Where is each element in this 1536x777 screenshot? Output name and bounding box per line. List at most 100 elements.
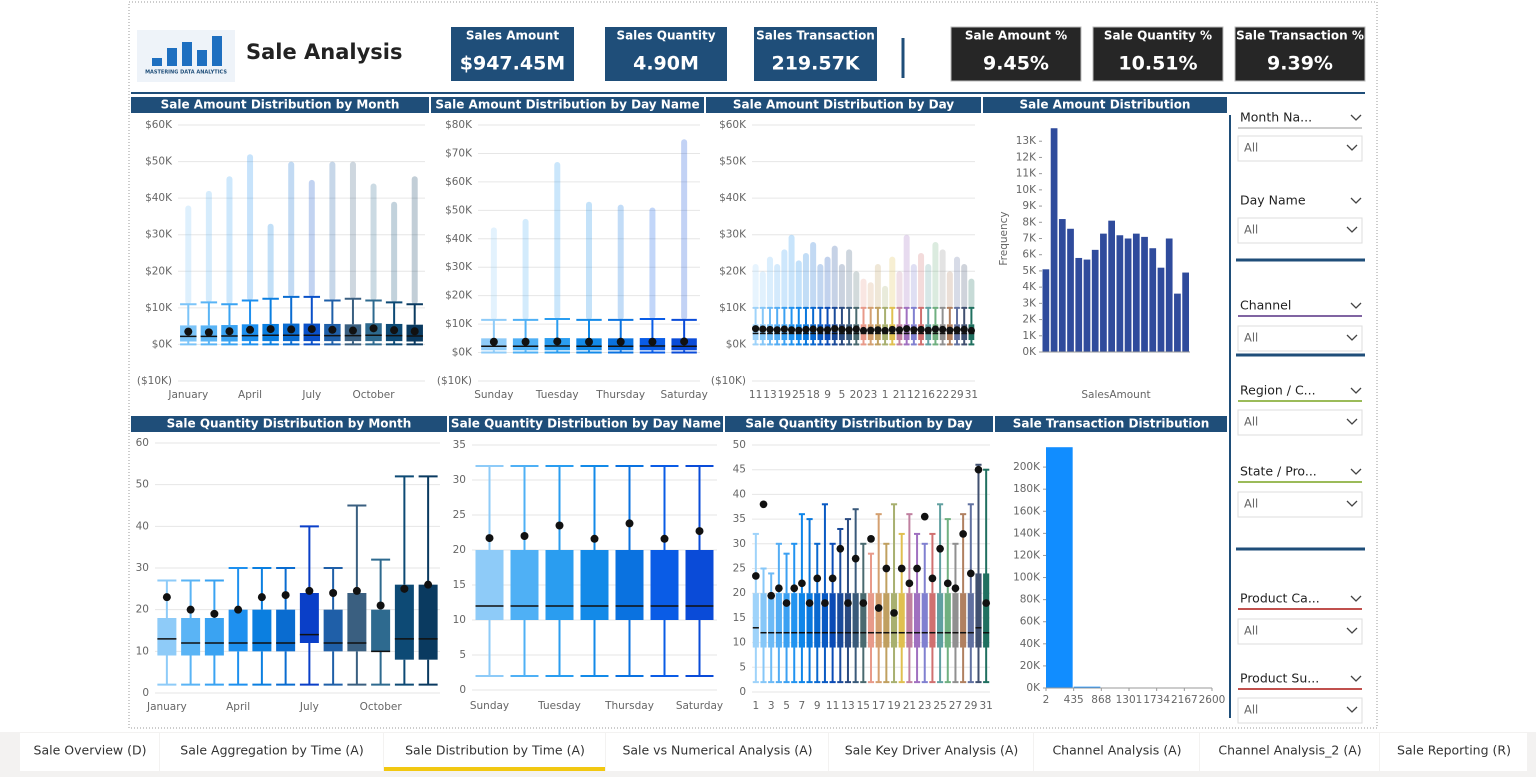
tab-label: Sale Overview (D) <box>34 743 147 758</box>
box <box>181 618 201 656</box>
mean <box>920 512 929 521</box>
y-axis-label: Frequency <box>998 211 1010 265</box>
report-title: Sale Analysis <box>246 40 403 64</box>
x-tick-label: July <box>299 701 319 713</box>
outliers <box>617 204 624 320</box>
mean <box>953 326 961 334</box>
y-tick-label: 30 <box>733 538 746 550</box>
mean <box>924 326 932 334</box>
y-tick-label: 50 <box>136 479 149 491</box>
outliers <box>681 139 688 320</box>
mean <box>759 325 767 333</box>
tab[interactable] <box>384 733 605 771</box>
outliers <box>288 161 295 297</box>
slicer-value: All <box>1244 331 1258 345</box>
slicer-dropdown[interactable] <box>1237 491 1363 518</box>
outliers <box>817 263 824 308</box>
tab[interactable] <box>1200 733 1379 771</box>
box <box>798 593 805 648</box>
y-tick-label: $50K <box>145 156 173 168</box>
y-tick-label: 35 <box>733 513 746 525</box>
y-tick-label: $30K <box>145 229 173 241</box>
box <box>768 593 775 648</box>
mean <box>210 609 219 618</box>
mean <box>376 601 385 610</box>
x-tick-label: 2167 <box>1171 694 1198 706</box>
box <box>615 550 644 620</box>
tab[interactable] <box>20 733 159 771</box>
tab[interactable] <box>1034 733 1199 771</box>
y-tick-label: ($10K) <box>437 375 472 387</box>
mean <box>928 574 937 583</box>
mean <box>838 325 846 334</box>
slicer-value: All <box>1244 624 1258 638</box>
y-tick-label: $20K <box>145 265 173 277</box>
tab[interactable] <box>1380 733 1527 771</box>
tab[interactable] <box>829 733 1033 771</box>
slicer-chevron <box>1350 302 1362 309</box>
mean <box>895 326 904 334</box>
y-tick-label: $10K <box>719 302 747 314</box>
mean <box>489 337 498 346</box>
slicer-dropdown[interactable] <box>1237 217 1363 244</box>
mean <box>897 564 906 573</box>
y-tick-label: 10K <box>1016 184 1037 196</box>
slicer-dropdown[interactable] <box>1237 135 1363 162</box>
outliers <box>853 271 860 308</box>
box <box>913 593 921 648</box>
y-tick-label: 5K <box>1022 265 1037 277</box>
outliers <box>867 282 874 308</box>
chart-title-bar <box>131 416 447 432</box>
x-tick-label: 11 <box>826 700 839 712</box>
bar <box>1100 233 1107 352</box>
mean <box>831 325 839 333</box>
report-frame <box>128 1 1378 729</box>
slicer-dropdown[interactable] <box>1237 325 1363 352</box>
y-tick-label: 5 <box>739 661 746 673</box>
bar <box>1083 259 1091 352</box>
y-tick-label: 40 <box>733 488 746 500</box>
box <box>806 593 813 648</box>
slicer-chevron <box>1350 675 1362 682</box>
x-tick-label: April <box>238 389 262 401</box>
y-tick-label: 0 <box>459 684 466 696</box>
x-tick-label: July <box>301 389 321 401</box>
x-tick-label: 19 <box>778 389 791 401</box>
tab[interactable] <box>606 733 828 771</box>
slicer-title: Month Na... <box>1240 110 1312 125</box>
outliers <box>267 223 274 299</box>
dropdown-chevron <box>1346 226 1358 233</box>
x-axis-label: SalesAmount <box>1081 389 1150 401</box>
mean <box>805 599 814 607</box>
x-tick-label: 12 <box>907 389 920 401</box>
box <box>347 593 367 652</box>
mean <box>184 327 193 336</box>
tab[interactable] <box>160 733 383 771</box>
outliers <box>910 263 917 308</box>
y-tick-label: 160K <box>1013 505 1041 517</box>
box <box>844 593 852 648</box>
x-tick-label: 1 <box>752 700 759 712</box>
tab-label: Channel Analysis_2 (A) <box>1218 743 1361 758</box>
bar <box>1165 238 1173 352</box>
bar <box>1141 236 1148 352</box>
mean <box>859 599 868 607</box>
y-tick-label: 40K <box>1020 638 1041 650</box>
mean <box>329 589 338 597</box>
outliers <box>802 253 809 308</box>
box <box>752 593 759 648</box>
outliers <box>795 260 802 308</box>
slicer-title: Day Name <box>1240 193 1306 208</box>
mean <box>882 564 891 573</box>
slicer-dropdown[interactable] <box>1237 697 1363 724</box>
outliers <box>831 245 838 308</box>
box <box>510 550 539 620</box>
mean <box>782 599 791 607</box>
box <box>252 609 272 652</box>
chart-title: Sale Transaction Distribution <box>1013 417 1210 431</box>
x-tick-label: Saturday <box>660 389 707 401</box>
slicer-dropdown[interactable] <box>1237 618 1363 645</box>
x-tick-label: Thursday <box>604 700 654 712</box>
slicer-dropdown[interactable] <box>1237 409 1363 436</box>
x-tick-label: 15 <box>857 700 870 712</box>
